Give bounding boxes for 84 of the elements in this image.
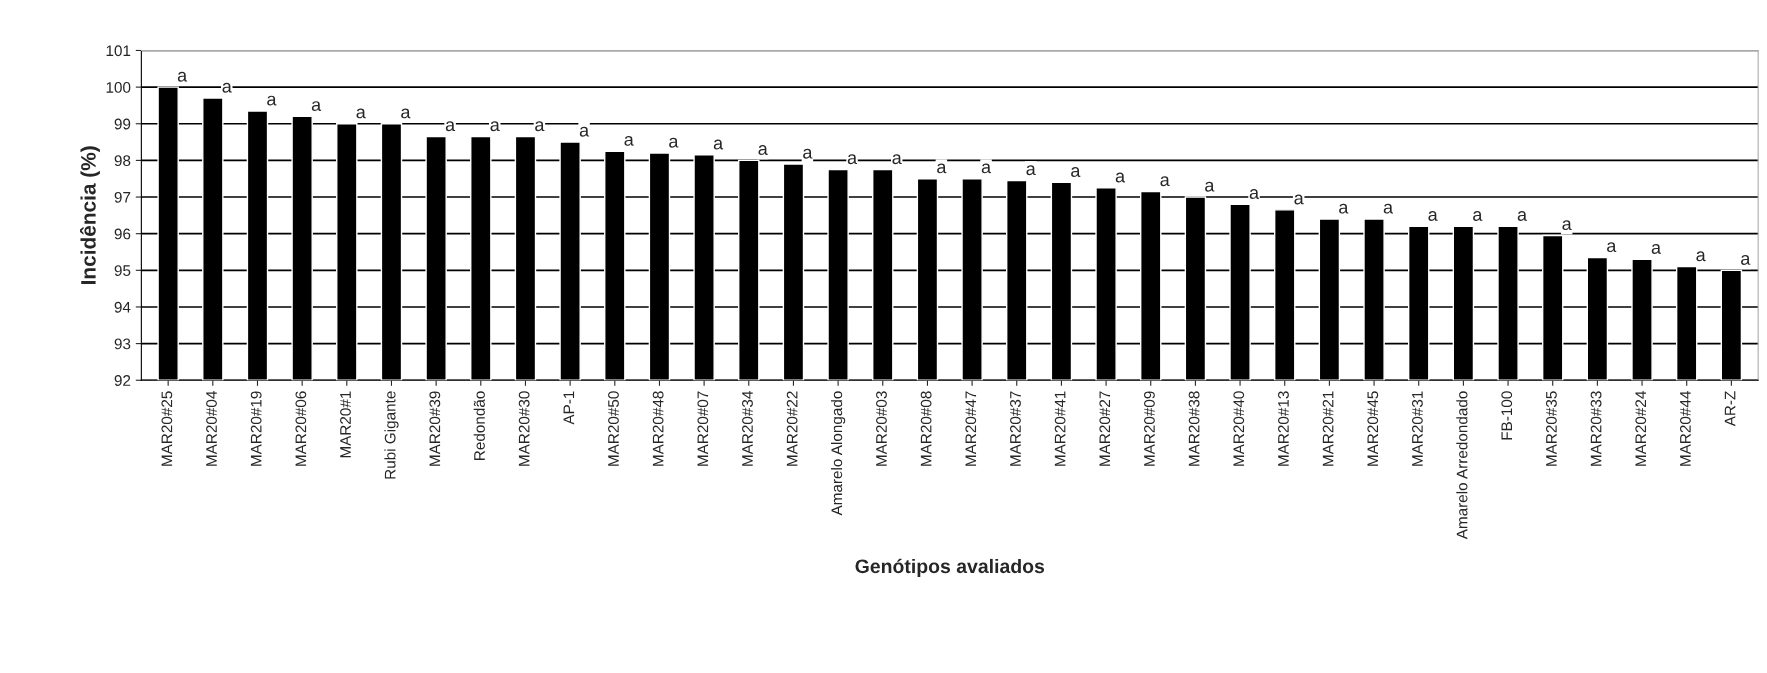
- x-tick-label: Redondão: [473, 391, 485, 460]
- x-tick-label: MAR20#44: [1679, 391, 1691, 466]
- data-label: a: [490, 121, 500, 132]
- y-tick-label: 92: [114, 375, 131, 386]
- data-label: a: [803, 148, 813, 159]
- x-tick-label: MAR20#41: [1054, 391, 1066, 466]
- x-axis-title: Genótipos avaliados: [855, 558, 1045, 578]
- data-label: a: [1473, 211, 1483, 221]
- x-tick-label: MAR20#19: [250, 391, 262, 466]
- data-label: a: [401, 108, 411, 119]
- data-label: a: [356, 108, 366, 119]
- data-label: a: [1517, 211, 1528, 221]
- data-label: a: [1696, 251, 1706, 262]
- x-tick-label: AP-1: [563, 391, 575, 425]
- y-tick-label: 99: [114, 118, 131, 130]
- x-tick-label: MAR20#30: [518, 391, 530, 466]
- data-label: a: [981, 163, 992, 174]
- data-label: a: [1205, 181, 1215, 192]
- x-tick-label: MAR20#06: [295, 391, 307, 466]
- data-label: a: [1651, 244, 1662, 254]
- data-label: a: [1115, 172, 1126, 183]
- x-tick-label: MAR20#47: [965, 391, 977, 466]
- data-label: a: [1026, 165, 1036, 176]
- y-tick-label: 93: [114, 338, 131, 350]
- data-label: a: [669, 137, 679, 148]
- x-tick-label: MAR20#34: [742, 391, 753, 466]
- x-tick-label: MAR20#03: [876, 391, 887, 466]
- data-label: a: [222, 82, 232, 93]
- x-tick-label: MAR20#38: [1188, 391, 1200, 466]
- x-tick-label: MAR20#22: [786, 391, 798, 466]
- y-axis-title: Incidência (%): [80, 146, 100, 284]
- data-label: a: [1339, 203, 1349, 214]
- x-tick-label: MAR20#45: [1367, 391, 1379, 466]
- x-tick-label: MAR20#50: [608, 391, 619, 466]
- x-tick-label: MAR20#08: [920, 391, 932, 466]
- data-label: a: [624, 135, 634, 146]
- x-tick-label: FB-100: [1501, 391, 1513, 440]
- x-tick-label: MAR20#39: [429, 391, 441, 466]
- data-label: a: [1383, 203, 1394, 214]
- x-tick-label: MAR20#13: [1278, 391, 1289, 466]
- x-tick-label: MAR20#48: [652, 391, 664, 466]
- data-label: a: [1071, 167, 1081, 177]
- y-tick-label: 97: [114, 191, 131, 203]
- data-label: a: [758, 145, 768, 155]
- x-tick-label: MAR20#21: [1322, 391, 1334, 466]
- y-tick-label: 95: [114, 265, 131, 277]
- x-tick-label: MAR20#09: [1144, 391, 1155, 466]
- x-tick-label: AR-Z: [1724, 391, 1736, 427]
- y-tick-label: 100: [106, 81, 131, 93]
- data-label: a: [1741, 255, 1751, 265]
- data-label: a: [847, 154, 858, 165]
- y-tick-label: 101: [106, 45, 131, 57]
- data-label: a: [937, 163, 947, 174]
- y-tick-label: 96: [114, 228, 131, 240]
- x-tick-label: MAR20#07: [697, 391, 709, 466]
- data-label: a: [445, 121, 456, 132]
- data-label: a: [579, 126, 590, 137]
- y-tick-label: 98: [114, 155, 131, 167]
- data-label: a: [1428, 211, 1438, 221]
- data-label: a: [1160, 176, 1170, 187]
- x-tick-label: MAR20#40: [1233, 391, 1245, 466]
- x-tick-label: Rubi Gigante: [384, 391, 399, 479]
- data-label: a: [1249, 189, 1260, 199]
- x-tick-label: MAR20#37: [1010, 391, 1021, 466]
- x-tick-label: MAR20#04: [206, 391, 217, 466]
- data-label: a: [177, 71, 188, 82]
- x-tick-label: MAR20#1: [340, 391, 351, 458]
- x-tick-label: MAR20#24: [1635, 391, 1647, 466]
- x-tick-label: MAR20#33: [1590, 391, 1602, 466]
- x-tick-label: MAR20#35: [1546, 391, 1557, 466]
- data-label: a: [1607, 242, 1617, 253]
- data-label: a: [267, 95, 277, 106]
- data-label: a: [535, 121, 545, 132]
- data-label: a: [892, 154, 902, 165]
- data-label: a: [713, 139, 724, 150]
- x-tick-label: Amarelo Arredondado: [1456, 391, 1468, 540]
- x-tick-label: MAR20#27: [1099, 391, 1111, 466]
- x-tick-label: Amarelo Alongado: [830, 391, 846, 516]
- x-tick-label: MAR20#31: [1412, 391, 1423, 466]
- data-label: a: [1562, 220, 1572, 231]
- data-label: a: [311, 101, 322, 112]
- data-label: a: [1294, 194, 1304, 205]
- x-tick-label: MAR20#25: [161, 391, 173, 466]
- y-tick-label: 94: [114, 301, 131, 313]
